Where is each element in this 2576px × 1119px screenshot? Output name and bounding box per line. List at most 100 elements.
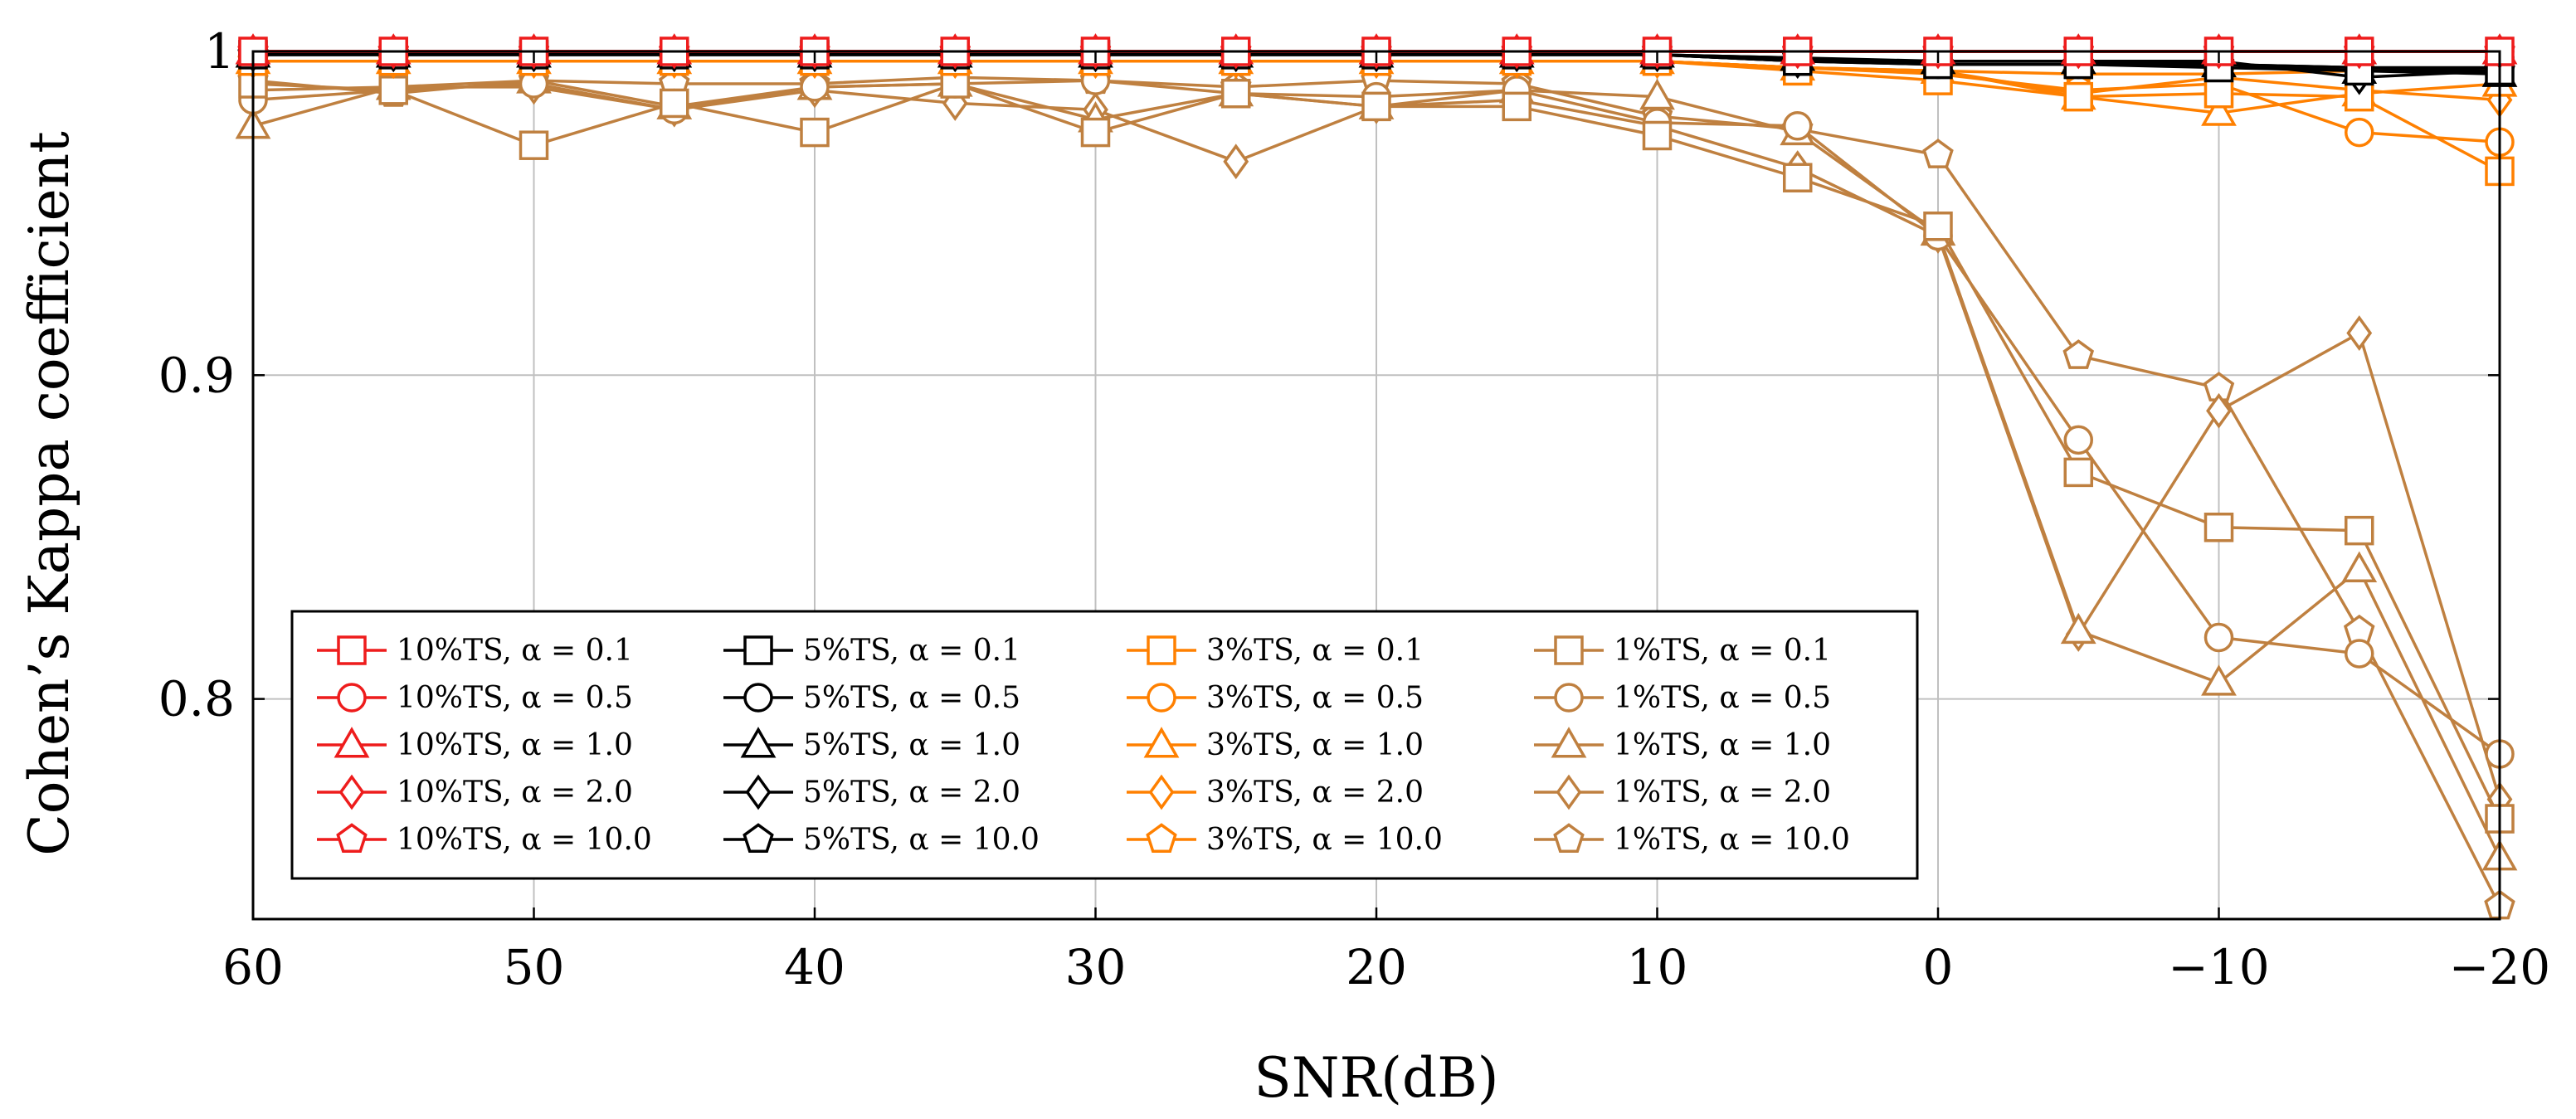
legend-entry: 3%TS, α = 10.0 [1127,823,1443,857]
legend-label: 10%TS, α = 0.1 [397,634,633,668]
series-1pct-tsalpha-0_1 [238,69,2515,834]
legend-box [290,610,1919,880]
legend-entry: 3%TS, α = 2.0 [1127,774,1424,810]
legend-label: 10%TS, α = 10.0 [397,823,652,857]
data-point [2203,78,2234,109]
data-point [2060,612,2096,645]
data-point [2063,457,2093,488]
data-point [1361,91,1391,122]
legend-label: 5%TS, α = 2.0 [803,776,1020,810]
data-point [2346,315,2373,351]
data-point [800,117,830,148]
data-point [1502,91,1531,122]
legend-marker [1148,774,1175,810]
data-point [2341,551,2378,583]
data-point [1642,120,1673,151]
data-point [1783,111,1813,141]
y-tick-label: 1 [204,23,235,80]
legend-marker [745,774,772,810]
legend-label: 1%TS, α = 1.0 [1614,728,1831,762]
x-axis-label: SNR(dB) [1254,1046,1499,1110]
legend: 10%TS, α = 0.1 10%TS, α = 0.5 10%TS, α = 1… [290,610,1919,880]
legend-marker [334,727,370,758]
legend-entry: 1%TS, α = 1.0 [1534,727,1831,762]
legend-label: 3%TS, α = 10.0 [1206,823,1443,857]
legend-marker [337,683,367,713]
legend-label: 10%TS, α = 0.5 [397,681,633,715]
legend-label: 1%TS, α = 0.1 [1614,634,1831,668]
data-point [1223,144,1249,180]
x-tick-label: −10 [2168,939,2269,995]
legend-marker [1146,823,1177,853]
legend-entry: 5%TS, α = 2.0 [723,774,1020,810]
legend-marker [1553,823,1585,853]
data-point [2063,425,2093,455]
y-axis-label: Cohen’s Kappa coefficient [17,131,81,856]
legend-entry: 10%TS, α = 2.0 [317,774,633,810]
x-tick-label: 0 [1923,939,1954,995]
legend-marker [1556,774,1582,810]
x-tick-label: 20 [1346,939,1407,995]
data-point [2203,512,2234,542]
legend-label: 3%TS, α = 1.0 [1206,728,1424,762]
legend-marker [740,727,777,758]
legend-marker [1554,683,1584,713]
data-point [1922,139,1954,168]
legend-marker [743,823,774,853]
y-tick-label: 0.8 [158,671,235,727]
x-tick-label: 60 [222,939,284,995]
data-point [2201,95,2237,126]
data-point [2062,339,2095,369]
legend-label: 5%TS, α = 0.1 [803,634,1020,668]
legend-entry: 10%TS, α = 0.5 [317,681,633,715]
legend-marker [338,774,365,810]
legend-marker [1143,727,1180,758]
x-tick-label: 50 [504,939,565,995]
data-point [1783,163,1813,192]
data-point [519,130,549,160]
legend-label: 3%TS, α = 0.1 [1206,634,1424,668]
data-point [2345,515,2374,546]
x-tick-label: 10 [1627,939,1688,995]
legend-label: 10%TS, α = 2.0 [397,776,633,810]
legend-marker [337,635,367,665]
legend-entry: 5%TS, α = 0.5 [723,681,1020,715]
data-point [1080,117,1111,148]
legend-label: 1%TS, α = 0.5 [1614,681,1831,715]
legend-entry: 3%TS, α = 0.5 [1127,681,1424,715]
data-point [2206,392,2232,429]
legend-marker [336,823,368,853]
axis-ticks: 60 50 40 30 20 10 0 −10 −20 0.8 0.9 1 [158,23,2550,995]
legend-label: 3%TS, α = 2.0 [1206,776,1424,810]
data-point [1923,212,1953,241]
legend-label: 5%TS, α = 10.0 [803,823,1040,857]
data-point [660,88,689,119]
legend-marker [743,683,773,713]
legend-label: 1%TS, α = 2.0 [1614,776,1831,810]
data-point [2345,117,2374,148]
legend-label: 10%TS, α = 1.0 [397,728,633,762]
legend-entry: 5%TS, α = 1.0 [723,727,1020,762]
legend-entry: 10%TS, α = 1.0 [317,727,633,762]
x-tick-label: 30 [1065,939,1127,995]
x-tick-label: 40 [784,939,845,995]
legend-marker [1551,727,1587,758]
x-tick-label: −20 [2449,939,2550,995]
legend-entry: 3%TS, α = 1.0 [1127,727,1424,762]
legend-entry: 10%TS, α = 10.0 [317,823,652,857]
legend-label: 1%TS, α = 10.0 [1614,823,1850,857]
legend-entry: 1%TS, α = 0.5 [1534,681,1831,715]
data-point [2201,664,2237,696]
data-point [378,75,408,105]
legend-label: 5%TS, α = 1.0 [803,728,1020,762]
data-point [2345,639,2374,669]
legend-entry: 5%TS, α = 10.0 [723,823,1040,857]
legend-entry: 3%TS, α = 0.1 [1127,634,1424,668]
legend-entry: 1%TS, α = 10.0 [1534,823,1850,857]
data-point [1221,78,1251,109]
legend-marker [1147,635,1176,665]
legend-entry: 1%TS, α = 2.0 [1534,774,1831,810]
data-point [2203,622,2234,653]
